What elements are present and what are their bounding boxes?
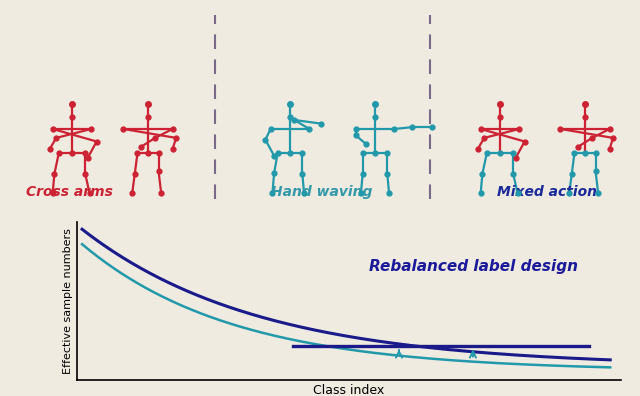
Text: Rebalanced label design: Rebalanced label design [369,259,579,274]
Text: Hand waving: Hand waving [271,185,372,199]
Y-axis label: Effective sample numbers: Effective sample numbers [63,228,72,374]
Text: Mixed action: Mixed action [497,185,597,199]
X-axis label: Class index: Class index [313,385,385,396]
Text: Cross arms: Cross arms [26,185,113,199]
